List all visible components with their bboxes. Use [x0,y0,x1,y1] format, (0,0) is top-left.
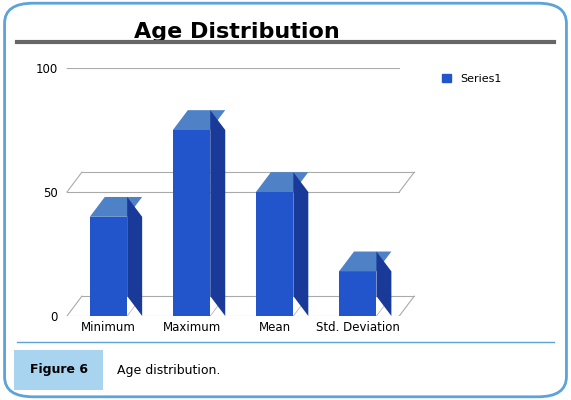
Polygon shape [173,110,225,130]
Polygon shape [376,252,391,316]
Text: Age Distribution: Age Distribution [134,22,340,42]
Text: Age distribution.: Age distribution. [117,364,220,377]
Legend: Series1: Series1 [443,74,502,84]
Polygon shape [293,172,308,316]
Polygon shape [127,197,142,316]
Polygon shape [90,197,142,217]
Polygon shape [90,217,127,316]
Polygon shape [256,192,293,316]
Polygon shape [173,130,210,316]
Text: Figure 6: Figure 6 [30,364,87,376]
Polygon shape [339,252,391,271]
Polygon shape [339,271,376,316]
Polygon shape [210,110,225,316]
Polygon shape [256,172,308,192]
